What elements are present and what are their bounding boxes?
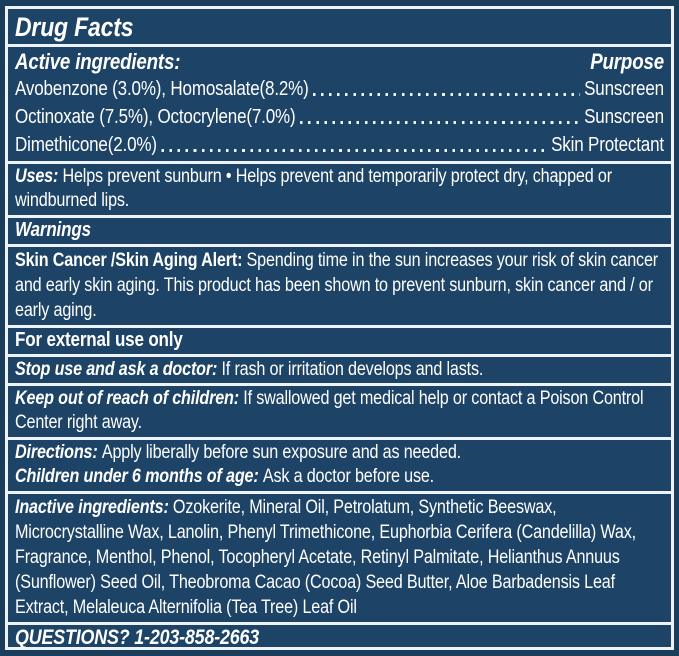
ingredient-purpose: Sunscreen [584,78,664,100]
inactive-paragraph: Inactive ingredients: Ozokerite, Mineral … [15,495,664,620]
uses-text: Helps prevent sunburn • Helps prevent an… [15,166,612,211]
ingredient-name: Octinoxate (7.5%), Octocrylene(7.0%) [15,106,296,128]
section-active-ingredients: Active ingredients: Purpose Avobenzone (… [8,44,671,161]
dot-leader [312,93,580,96]
uses-paragraph: Uses: Helps prevent sunburn • Helps preve… [15,165,664,213]
drug-facts-label: Drug Facts Active ingredients: Purpose A… [5,6,674,650]
section-title: Drug Facts [8,9,671,44]
questions-line: QUESTIONS? 1-203-858-2663 [15,626,260,649]
uses-heading: Uses: [15,166,59,187]
active-ingredients-header-row: Active ingredients: Purpose [15,48,664,75]
stop-use-heading: Stop use and ask a doctor: [15,359,218,380]
purpose-heading: Purpose [590,49,664,74]
skin-cancer-text: Spending time in the sun increases your … [15,250,659,321]
children-text: Ask a doctor before use. [262,466,435,487]
ingredient-name: Avobenzone (3.0%), Homosalate(8.2%) [15,78,309,100]
keep-out-paragraph: Keep out of reach of children: If swallow… [15,387,664,435]
section-external-use: For external use only [8,325,671,354]
children-paragraph: Children under 6 months of age: Ask a doc… [15,465,664,489]
directions-paragraph: Directions: Apply liberally before sun ex… [15,441,664,465]
ingredient-purpose: Sunscreen [584,106,664,128]
section-inactive-ingredients: Inactive ingredients: Ozokerite, Mineral … [8,491,671,622]
section-directions: Directions: Apply liberally before sun ex… [8,437,671,491]
stop-use-paragraph: Stop use and ask a doctor: If rash or irr… [15,358,664,381]
ingredient-name: Dimethicone(2.0%) [15,134,157,156]
keep-out-text: If swallowed get medical help or contact… [15,388,644,433]
dot-leader [161,149,547,152]
active-ingredients-heading: Active ingredients: [15,49,181,74]
inactive-heading: Inactive ingredients: [15,497,169,518]
skin-cancer-heading: Skin Cancer /Skin Aging Alert: [15,250,243,271]
skin-cancer-paragraph: Skin Cancer /Skin Aging Alert: Spending t… [15,248,664,323]
ingredient-purpose: Skin Protectant [551,134,664,156]
section-warnings: Warnings [8,215,671,244]
drug-facts-title: Drug Facts [15,12,134,42]
ingredient-row: Avobenzone (3.0%), Homosalate(8.2%) Suns… [15,75,664,103]
children-heading: Children under 6 months of age: [15,466,259,487]
section-stop-use: Stop use and ask a doctor: If rash or irr… [8,354,671,383]
external-use-heading: For external use only [15,329,183,351]
dot-leader [299,121,580,124]
section-questions: QUESTIONS? 1-203-858-2663 [8,622,671,649]
keep-out-heading: Keep out of reach of children: [15,388,239,409]
directions-text: Apply liberally before sun exposure and … [101,442,461,463]
inactive-text: Ozokerite, Mineral Oil, Petrolatum, Synt… [15,497,636,618]
stop-use-text: If rash or irritation develops and lasts… [221,359,484,380]
directions-heading: Directions: [15,442,98,463]
ingredient-row: Dimethicone(2.0%) Skin Protectant [15,131,664,159]
section-uses: Uses: Helps prevent sunburn • Helps preve… [8,161,671,215]
section-skin-cancer-alert: Skin Cancer /Skin Aging Alert: Spending t… [8,244,671,325]
section-keep-out-of-reach: Keep out of reach of children: If swallow… [8,383,671,437]
warnings-heading: Warnings [15,219,91,241]
ingredient-row: Octinoxate (7.5%), Octocrylene(7.0%) Sun… [15,103,664,131]
